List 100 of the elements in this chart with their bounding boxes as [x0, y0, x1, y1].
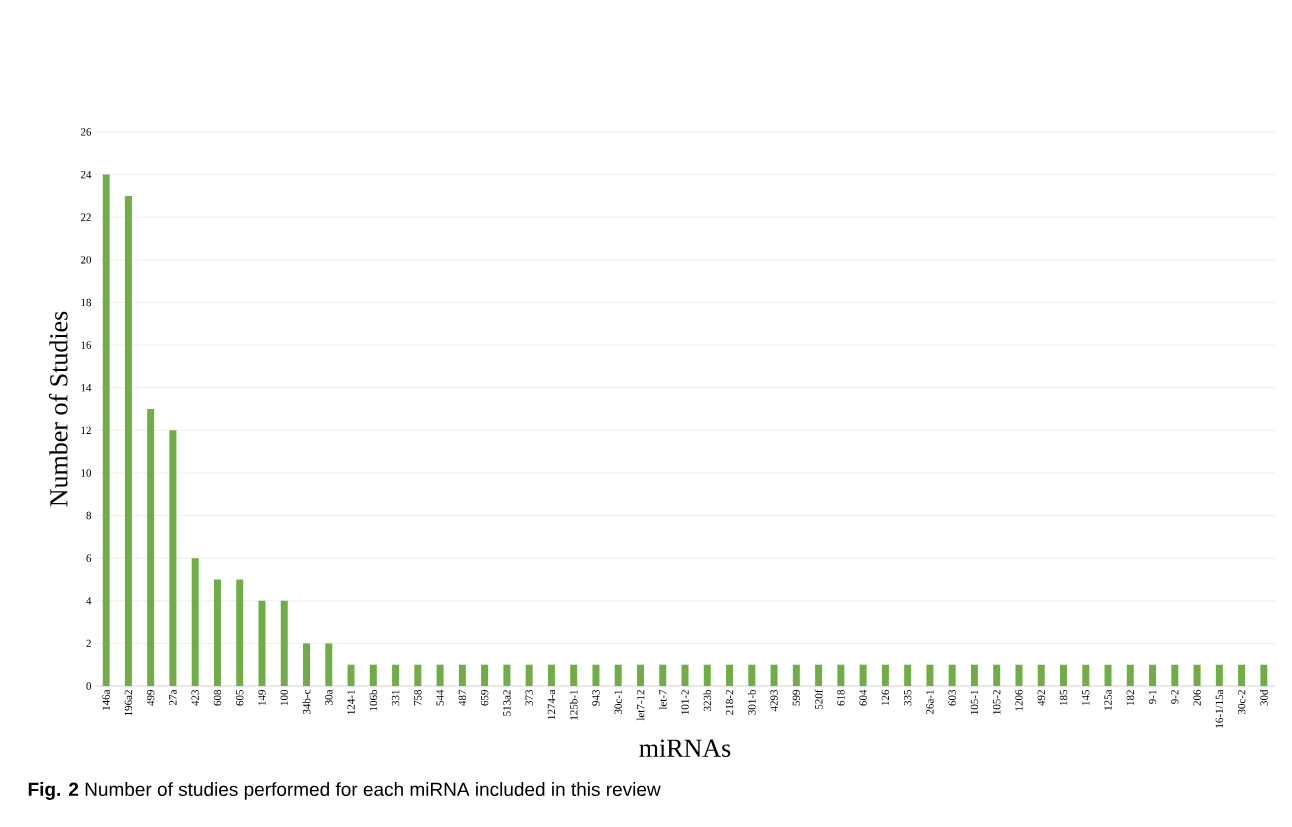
x-tick-label: 331 [391, 690, 400, 706]
bar [258, 600, 266, 686]
x-tick-label: let7-12 [636, 690, 645, 721]
x-tick-label: 335 [903, 689, 912, 706]
bar [414, 664, 422, 686]
bar [815, 664, 823, 686]
bar [369, 664, 377, 686]
bar [703, 664, 711, 686]
x-tick-label: 323b [703, 689, 712, 711]
bar [570, 664, 578, 686]
x-tick-label: 182 [1126, 690, 1135, 706]
x-tick-label: 659 [480, 689, 489, 706]
x-tick-label: 30c-2 [1237, 690, 1246, 715]
x-tick-label: 520f [814, 689, 823, 710]
x-tick-label: 218-2 [725, 690, 734, 715]
bar [1215, 664, 1223, 686]
y-tick-label: 22 [80, 213, 91, 221]
x-tick-label: 146a [102, 689, 110, 710]
bar [837, 664, 845, 686]
x-tick-label: 599 [792, 689, 801, 706]
x-tick-label: 301-b [747, 689, 756, 715]
x-tick-label: 149 [258, 689, 266, 706]
y-tick-label: 24 [80, 170, 92, 179]
x-tick-label: 27a [169, 689, 177, 705]
x-tick-label: 499 [146, 689, 155, 706]
bar [592, 664, 600, 686]
bar [1171, 664, 1179, 686]
bar [993, 664, 1001, 686]
bar [1104, 664, 1112, 686]
x-tick-label: 196a2 [124, 690, 133, 716]
y-tick-label: 18 [81, 298, 92, 307]
bar [481, 664, 489, 686]
x-tick-label: 604 [859, 689, 867, 706]
bar [904, 664, 912, 686]
bar [1037, 664, 1045, 686]
x-tick-label: 373 [525, 689, 533, 706]
y-tick-label: 14 [81, 384, 92, 392]
x-tick-label: 16-1/15a [1215, 689, 1224, 728]
y-tick-label: 4 [86, 597, 92, 605]
x-tick-label: 105-2 [993, 690, 1001, 715]
x-tick-label: 30a [325, 689, 333, 705]
x-tick-label: 106b [369, 689, 378, 711]
x-tick-label: 1274-a [547, 689, 556, 720]
bar [1149, 664, 1157, 686]
x-tick-label: 608 [213, 689, 222, 706]
bar [436, 664, 444, 686]
bar [1193, 664, 1201, 686]
x-tick-label: 943 [592, 689, 600, 706]
y-tick-label: 8 [86, 511, 92, 520]
bar [1238, 664, 1246, 686]
bar [236, 579, 244, 686]
x-tick-label: 185 [1059, 689, 1068, 706]
x-tick-label: 487 [458, 689, 467, 706]
x-tick-label: 101-2 [681, 690, 689, 715]
x-tick-label: 423 [191, 689, 199, 706]
bar [392, 664, 400, 686]
bar [748, 664, 756, 686]
bar [124, 195, 132, 686]
bar [881, 664, 889, 686]
bar [659, 664, 667, 686]
x-tick-label: 125b-1 [569, 690, 578, 720]
x-axis-title: miRNAs [639, 739, 731, 757]
bar [303, 643, 311, 686]
y-axis-title: Number of Studies [49, 311, 68, 507]
x-tick-label: 513a2 [503, 690, 511, 716]
x-tick-label: 9-1 [1148, 690, 1157, 704]
x-tick-label: let-7 [658, 689, 667, 710]
x-tick-label: 100 [280, 689, 288, 706]
x-tick-label: 105-1 [970, 690, 979, 715]
bar [1060, 664, 1067, 686]
bar [770, 664, 778, 686]
x-tick-label: 124-1 [347, 690, 355, 715]
x-tick-label: 1206 [1015, 689, 1023, 711]
x-tick-label: 605 [236, 689, 244, 706]
y-tick-label: 2 [86, 639, 91, 648]
bar [347, 664, 355, 686]
bar [547, 664, 555, 686]
bar [1260, 664, 1268, 686]
x-tick-label: 492 [1037, 690, 1045, 706]
bar [325, 643, 333, 686]
x-tick-label: 30c-1 [614, 690, 622, 715]
bar [169, 430, 177, 686]
bar [525, 664, 533, 686]
bar [726, 664, 734, 686]
x-tick-label: 9-2 [1171, 690, 1179, 704]
bar [948, 664, 956, 686]
y-tick-label: 20 [80, 256, 92, 264]
y-tick-label: 12 [81, 426, 91, 434]
y-tick-label: 16 [81, 341, 92, 349]
x-tick-label: 618 [837, 689, 845, 706]
x-tick-label: 125a [1104, 689, 1112, 710]
y-tick-label: 0 [86, 682, 92, 690]
x-tick-label: 4293 [770, 689, 778, 712]
bar [970, 664, 978, 686]
text: Fig. 2 Number of studies performed for each miRNA included in this review [28, 782, 661, 800]
x-tick-label: 758 [414, 689, 422, 706]
bar [102, 174, 110, 686]
bar [280, 600, 288, 686]
x-tick-label: 126 [881, 689, 890, 706]
bar [926, 664, 934, 686]
